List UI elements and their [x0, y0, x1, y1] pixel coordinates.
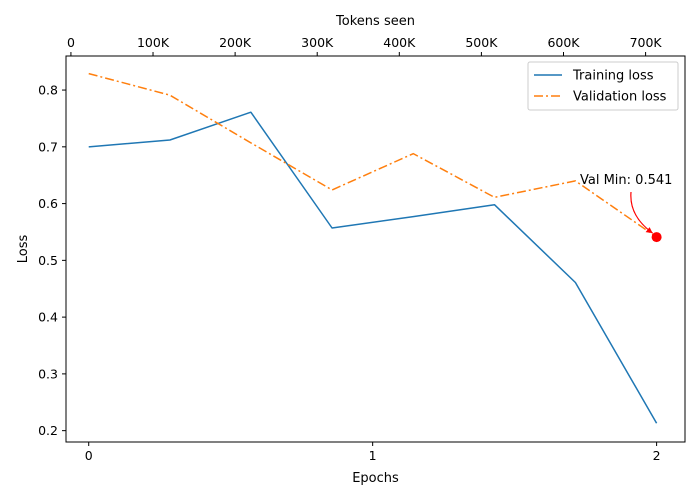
y-tick-label: 0.8 — [38, 83, 58, 98]
top-tick-label: 100K — [137, 35, 170, 50]
top-tick-label: 400K — [383, 35, 416, 50]
top-tick-label: 0 — [67, 35, 75, 50]
x-tick-label: 0 — [85, 448, 93, 463]
top-tick-label: 700K — [630, 35, 663, 50]
top-tick-label: 600K — [547, 35, 580, 50]
y-tick-label: 0.7 — [38, 139, 58, 154]
y-tick-label: 0.4 — [38, 310, 58, 325]
plot-frame — [66, 56, 685, 442]
y-tick-label: 0.2 — [38, 423, 58, 438]
top-tick-label: 500K — [465, 35, 498, 50]
y-tick-label: 0.6 — [38, 196, 58, 211]
x-axis-title: Epochs — [352, 471, 399, 486]
top-tick-label: 200K — [219, 35, 252, 50]
y-axis-title: Loss — [16, 235, 31, 264]
x-tick-label: 2 — [653, 448, 661, 463]
legend-label-validation: Validation loss — [573, 90, 667, 105]
y-tick-label: 0.5 — [38, 253, 58, 268]
annotation-label: Val Min: 0.541 — [580, 173, 672, 188]
min-marker — [652, 232, 662, 242]
legend-label-training: Training loss — [572, 69, 654, 84]
legend: Training loss Validation loss — [528, 62, 678, 110]
plot-area — [89, 74, 662, 424]
top-tick-label: 300K — [301, 35, 334, 50]
y-tick-label: 0.3 — [38, 366, 58, 381]
top-axis-title: Tokens seen — [335, 14, 415, 29]
series-line-training — [89, 112, 657, 423]
x-tick-label: 1 — [369, 448, 377, 463]
